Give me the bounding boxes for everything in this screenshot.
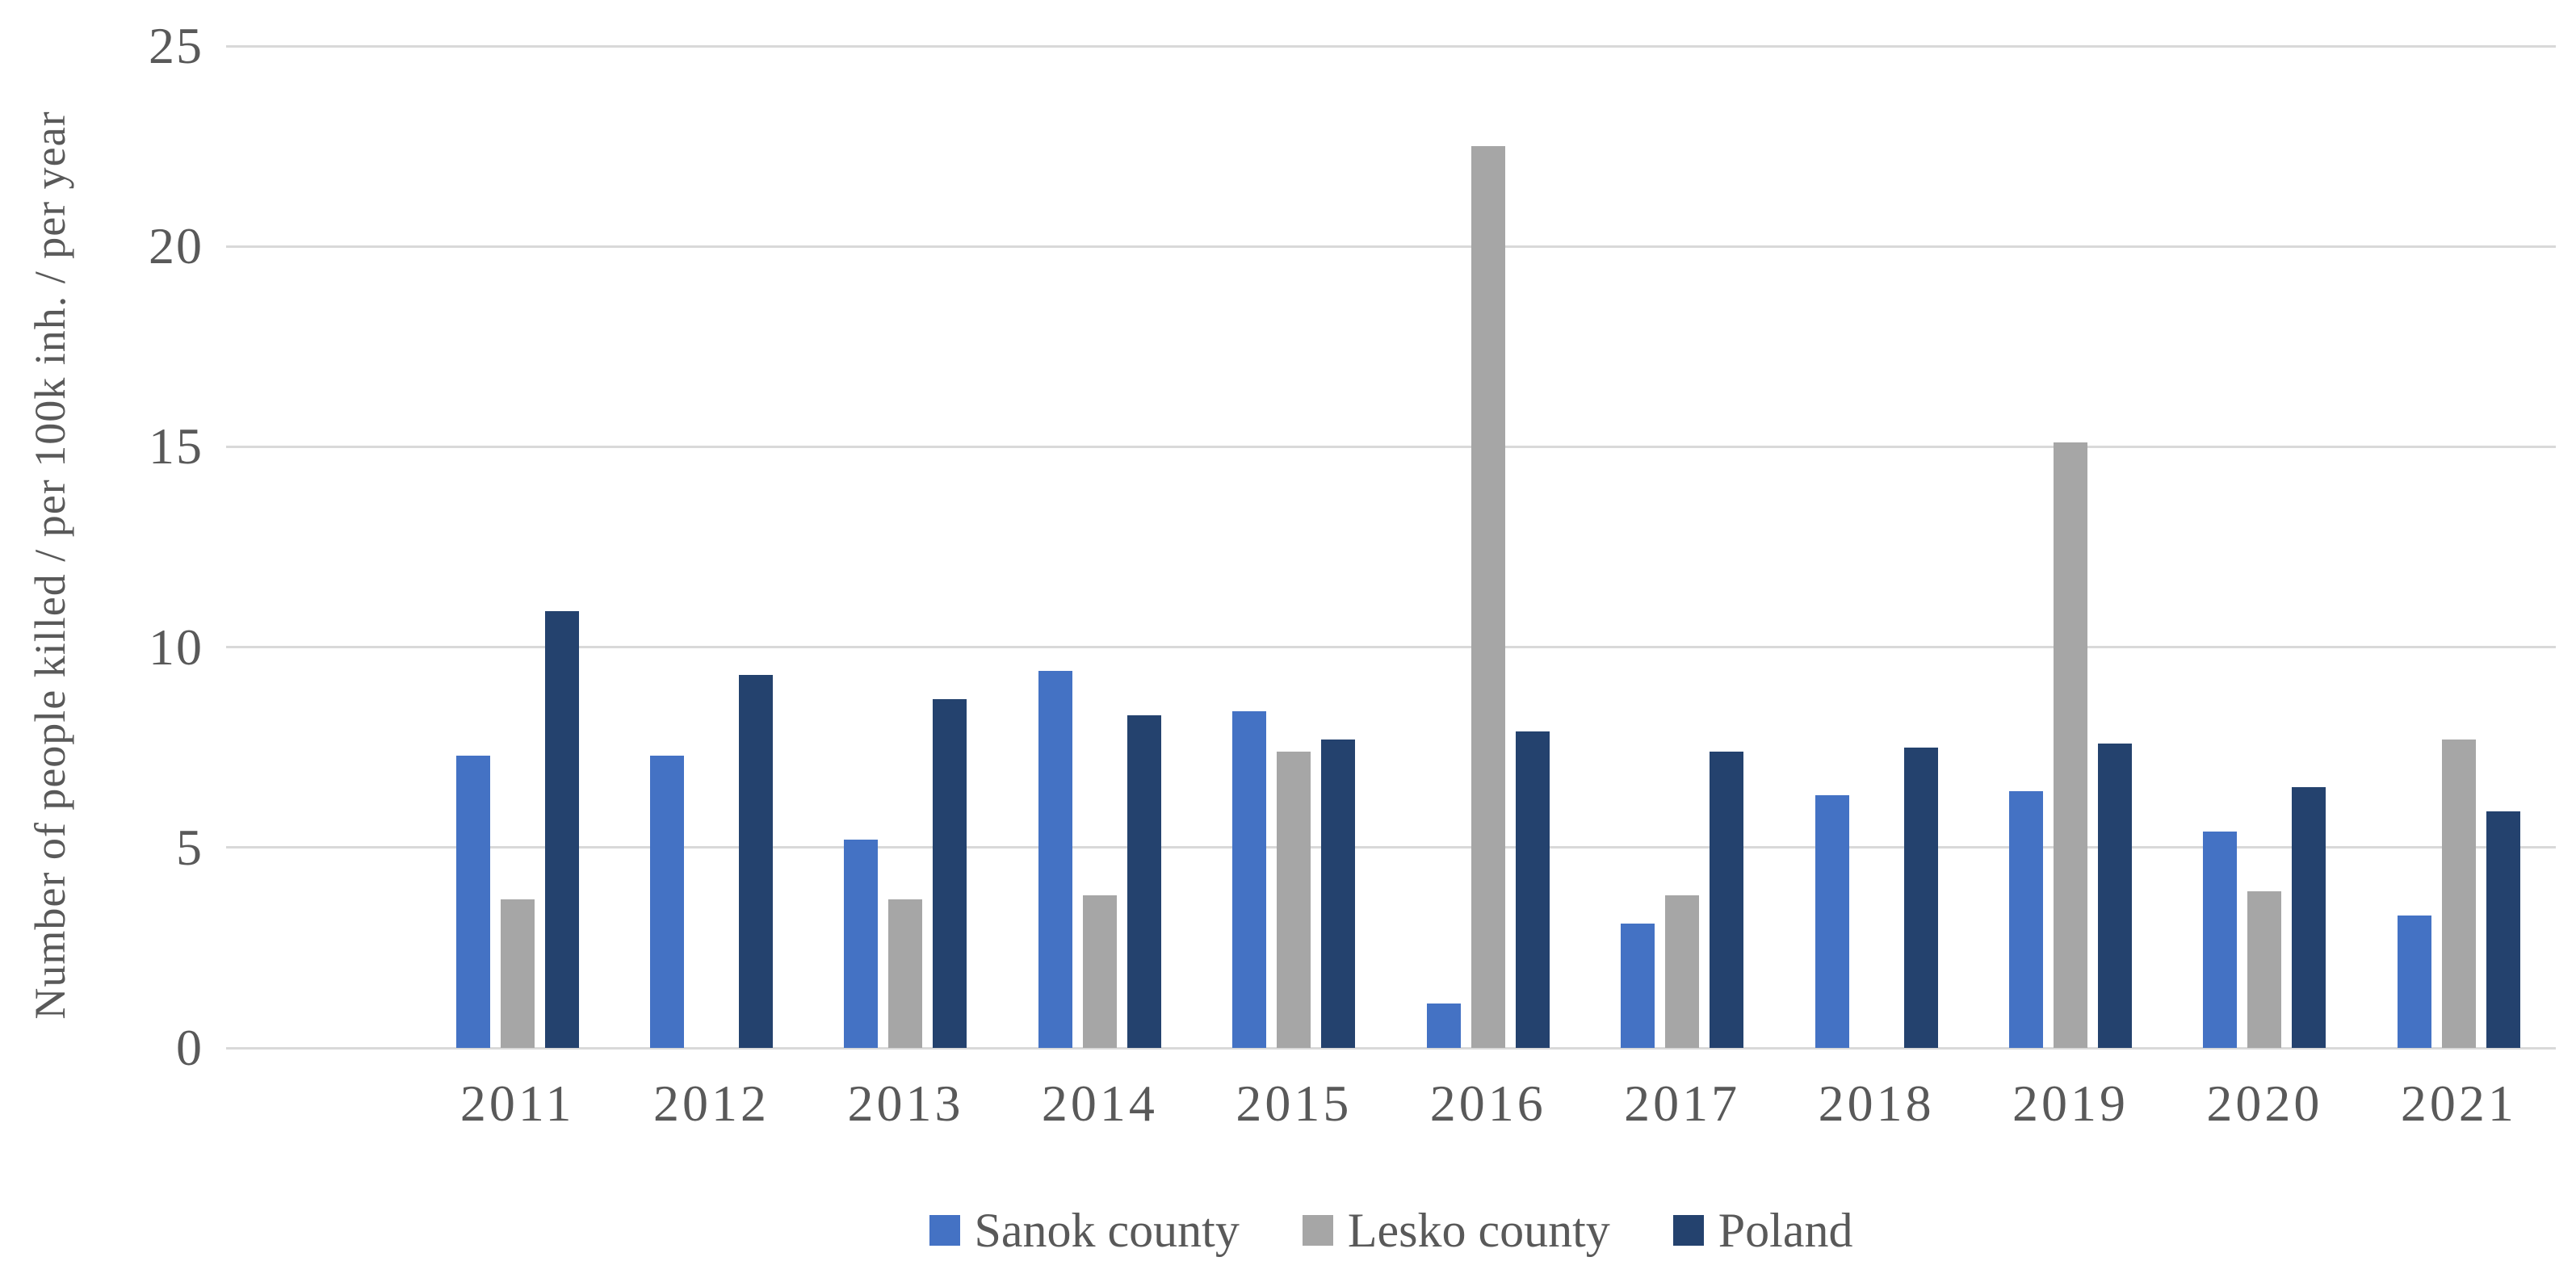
bar-poland-2019 <box>2098 743 2132 1048</box>
bar-sanok-county-2019 <box>2009 791 2043 1048</box>
legend-item-lesko-county: Lesko county <box>1302 1203 1610 1259</box>
y-tick-label-15: 15 <box>149 417 203 476</box>
gridline-25 <box>226 44 2556 48</box>
y-tick-label-20: 20 <box>149 217 203 275</box>
bar-poland-2014 <box>1126 715 1161 1048</box>
gridline-5 <box>226 846 2556 849</box>
bar-groups-layer <box>226 46 2556 1048</box>
x-tick-label-2019: 2019 <box>2012 1075 2129 1132</box>
bar-sanok-county-2012 <box>650 755 685 1048</box>
bar-lesko-county-2017 <box>1665 895 1700 1048</box>
bar-sanok-county-2020 <box>2203 831 2238 1048</box>
legend-swatch-lesko-county <box>1302 1215 1333 1246</box>
y-tick-label-25: 25 <box>149 17 203 74</box>
bar-group-2017 <box>1585 46 1779 1048</box>
bar-poland-2021 <box>2486 811 2520 1048</box>
x-tick-label-2020: 2020 <box>2206 1075 2323 1132</box>
bar-group-2016 <box>1391 46 1585 1048</box>
bar-group-2014 <box>1003 46 1197 1048</box>
bar-sanok-county-2016 <box>1426 1004 1461 1048</box>
bar-sanok-county-2011 <box>455 755 490 1048</box>
gridline-15 <box>226 445 2556 448</box>
x-tick-label-2016: 2016 <box>1429 1075 1546 1132</box>
x-tick-label-2021: 2021 <box>2400 1075 2517 1132</box>
bar-lesko-county-2014 <box>1082 895 1117 1048</box>
legend-label-sanok-county: Sanok county <box>974 1203 1240 1257</box>
bar-poland-2018 <box>1903 747 1938 1048</box>
x-tick-label-2017: 2017 <box>1624 1075 1741 1132</box>
y-tick-label-10: 10 <box>149 618 203 676</box>
empty-category-slot <box>226 46 420 1048</box>
bar-group-2012 <box>615 46 808 1048</box>
x-tick-label-2011: 2011 <box>459 1075 575 1132</box>
bar-lesko-county-2015 <box>1277 751 1311 1048</box>
gridline-10 <box>226 646 2556 649</box>
x-tick-label-2018: 2018 <box>1818 1075 1935 1132</box>
bar-sanok-county-2014 <box>1038 671 1072 1048</box>
bar-group-2013 <box>808 46 1002 1048</box>
bar-poland-2017 <box>1710 751 1744 1048</box>
legend-label-lesko-county: Lesko county <box>1347 1203 1610 1257</box>
bar-lesko-county-2021 <box>2441 739 2476 1048</box>
bar-sanok-county-2021 <box>2397 916 2431 1048</box>
bar-poland-2012 <box>739 675 774 1048</box>
bar-sanok-county-2015 <box>1232 711 1267 1048</box>
bar-poland-2020 <box>2292 787 2326 1048</box>
bar-group-2020 <box>2167 46 2361 1048</box>
y-tick-label-0: 0 <box>176 1019 203 1076</box>
legend-item-poland: Poland <box>1672 1203 1853 1259</box>
bar-lesko-county-2020 <box>2247 891 2282 1048</box>
gridline-20 <box>226 245 2556 248</box>
bar-group-2015 <box>1197 46 1391 1048</box>
bar-sanok-county-2013 <box>844 839 879 1048</box>
legend-swatch-sanok-county <box>929 1215 960 1246</box>
plot-area: 0 5 10 15 20 25 <box>149 17 2556 1076</box>
bar-group-2011 <box>420 46 614 1048</box>
bar-sanok-county-2017 <box>1621 924 1655 1048</box>
bar-group-2021 <box>2362 46 2556 1048</box>
bar-lesko-county-2011 <box>500 899 535 1048</box>
bar-poland-2011 <box>544 610 579 1048</box>
x-tick-label-2012: 2012 <box>653 1075 770 1132</box>
bar-sanok-county-2018 <box>1815 795 1849 1048</box>
gridline-0 <box>226 1046 2556 1050</box>
x-tick-label-2015: 2015 <box>1236 1075 1353 1132</box>
legend-item-sanok-county: Sanok county <box>929 1203 1240 1259</box>
bar-lesko-county-2016 <box>1471 146 1505 1048</box>
bar-group-2019 <box>1974 46 2167 1048</box>
legend-swatch-poland <box>1672 1215 1704 1246</box>
bar-poland-2013 <box>933 699 967 1048</box>
x-tick-label-2014: 2014 <box>1041 1075 1158 1132</box>
y-tick-label-5: 5 <box>176 818 203 876</box>
x-axis-tick-labels: 2011 2012 2013 2014 2015 2016 2017 2018 2019 2020… <box>226 1067 2556 1140</box>
legend: Sanok county Lesko county Poland <box>226 1198 2556 1263</box>
bar-poland-2015 <box>1321 739 1356 1048</box>
bar-poland-2016 <box>1515 731 1550 1048</box>
bar-group-2018 <box>1779 46 1973 1048</box>
empty-category-label <box>226 1067 420 1140</box>
bar-lesko-county-2019 <box>2054 442 2087 1048</box>
bar-lesko-county-2013 <box>888 899 923 1048</box>
x-tick-label-2013: 2013 <box>847 1075 964 1132</box>
legend-label-poland: Poland <box>1718 1203 1853 1257</box>
